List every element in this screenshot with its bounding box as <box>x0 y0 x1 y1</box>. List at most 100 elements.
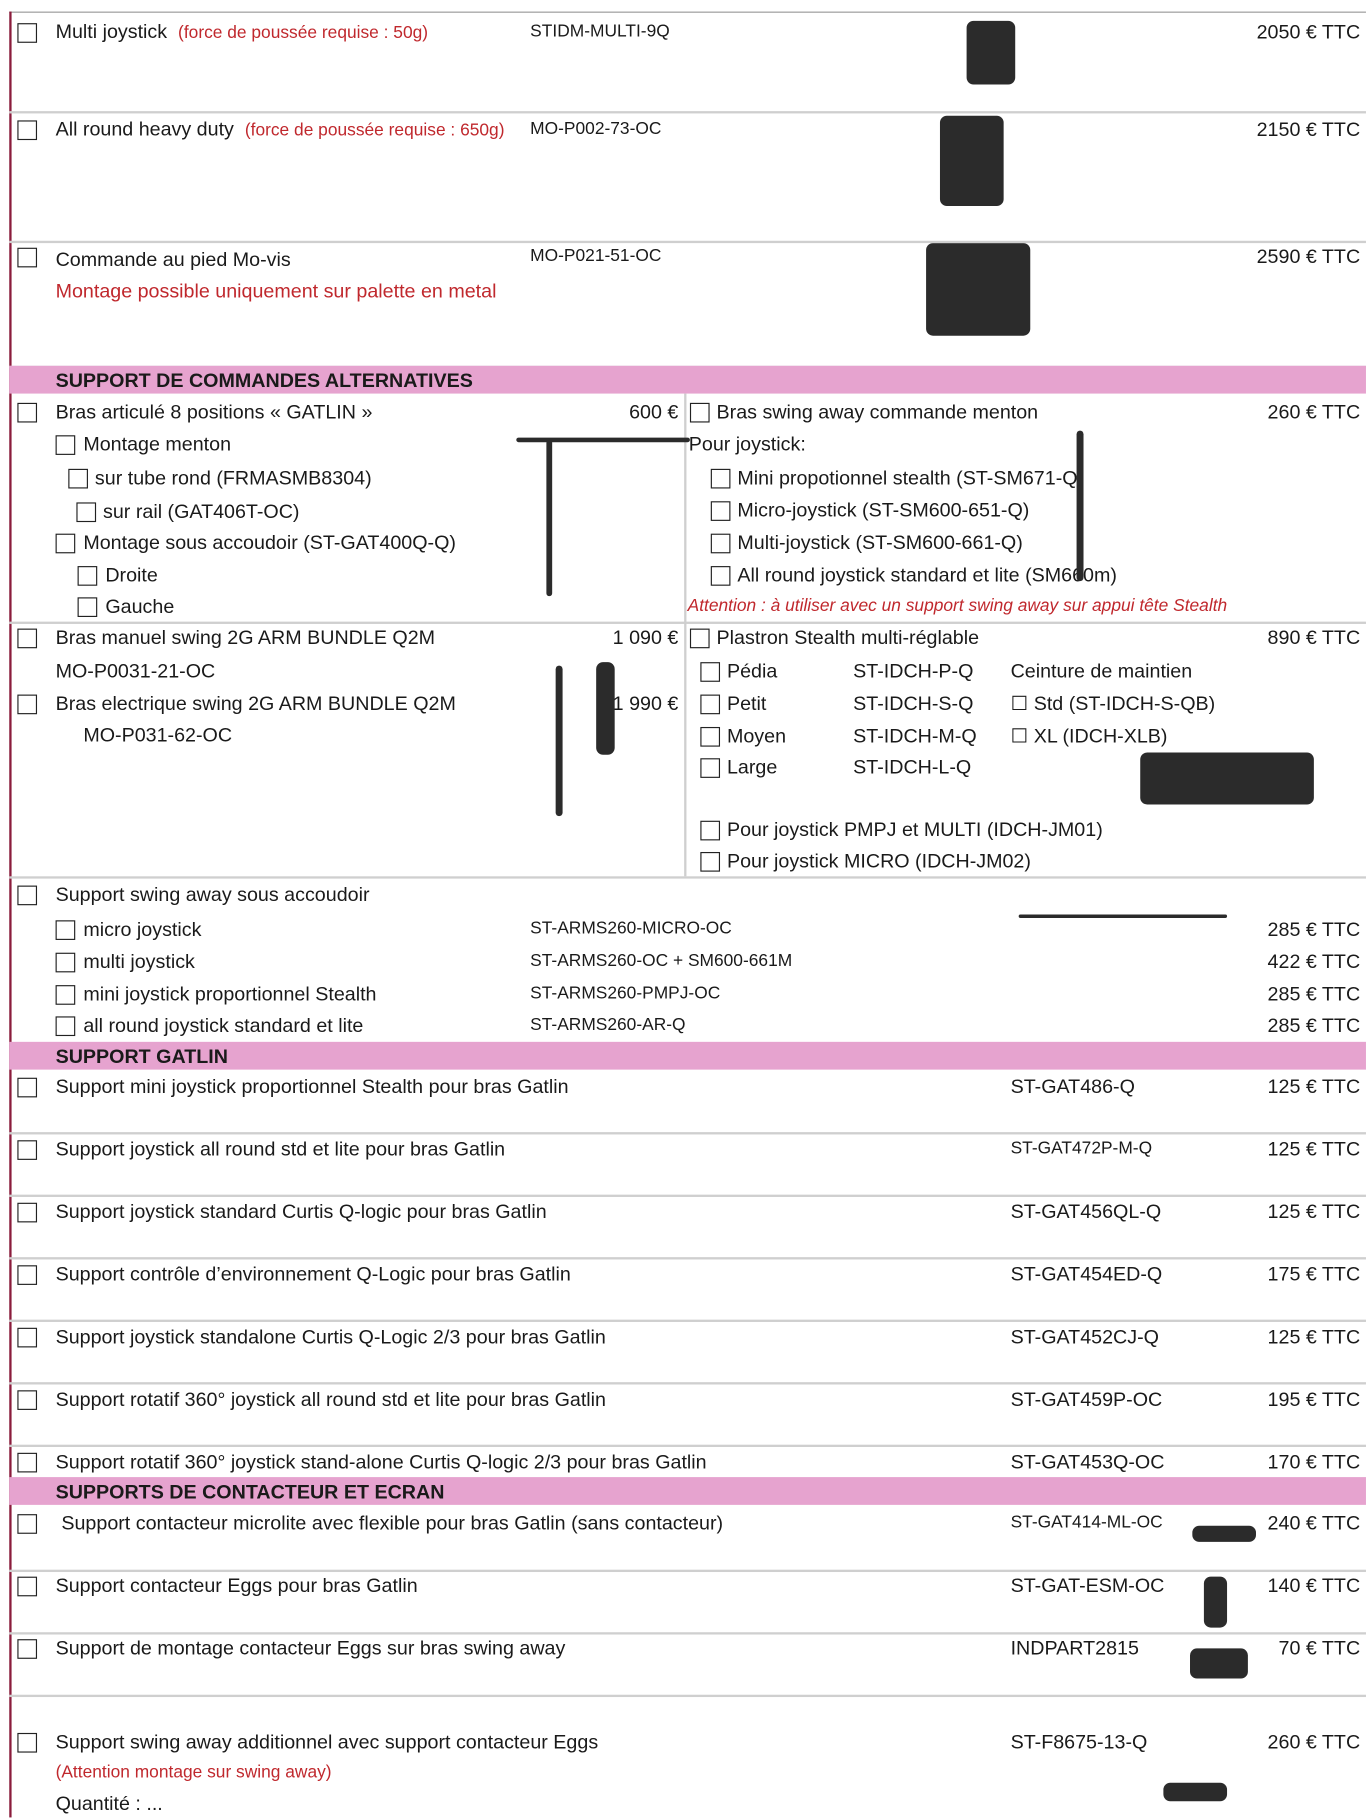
checkbox[interactable] <box>700 694 721 715</box>
checkbox[interactable] <box>76 502 97 523</box>
checkbox[interactable] <box>700 820 721 841</box>
checkbox[interactable] <box>55 533 76 554</box>
product-image <box>1018 914 1228 918</box>
top-border <box>9 11 1366 13</box>
item-ref: INDPART2815 <box>1010 1637 1139 1660</box>
item-ref: STIDM-MULTI-9Q <box>530 21 670 42</box>
item-ref: ST-IDCH-L-Q <box>853 756 972 779</box>
section-title: SUPPORT DE COMMANDES ALTERNATIVES <box>55 369 473 392</box>
quantity: Quantité : ... <box>55 1792 163 1815</box>
item-ref: ST-GAT486-Q <box>1010 1075 1135 1098</box>
item-ref: ST-ARMS260-AR-Q <box>530 1014 686 1035</box>
checkbox[interactable] <box>17 1576 38 1597</box>
checkbox[interactable] <box>17 694 38 715</box>
separator <box>9 1257 1366 1259</box>
section-header <box>9 1041 1366 1070</box>
checkbox[interactable] <box>17 1327 38 1348</box>
price: 125 € TTC <box>1267 1138 1361 1161</box>
price: 125 € TTC <box>1267 1200 1361 1223</box>
text: Support rotatif 360° joystick all round … <box>55 1388 607 1411</box>
price: 2590 € TTC <box>1256 245 1361 268</box>
checkbox[interactable] <box>17 120 38 141</box>
option: Droite <box>105 564 158 587</box>
checkbox[interactable] <box>689 628 710 649</box>
separator <box>9 1319 1366 1322</box>
checkbox[interactable] <box>17 1514 38 1534</box>
text: Support contacteur microlite avec flexib… <box>61 1512 724 1535</box>
item-note: Montage possible uniquement sur palette … <box>55 280 497 303</box>
product-image <box>1163 1782 1228 1802</box>
checkbox[interactable] <box>17 402 38 423</box>
item-name: Commande au pied Mo-vis Montage possible … <box>56 244 612 307</box>
checkbox[interactable] <box>17 1202 38 1223</box>
separator <box>9 1444 1366 1447</box>
price: 70 € TTC <box>1278 1637 1361 1660</box>
item-ref: ST-ARMS260-MICRO-OC <box>530 918 732 939</box>
checkbox[interactable] <box>55 1016 76 1037</box>
checkbox[interactable] <box>77 566 98 586</box>
price: 285 € TTC <box>1267 918 1361 941</box>
checkbox[interactable] <box>55 920 76 940</box>
item-ref: ST-ARMS260-OC + SM600-661M <box>530 951 793 971</box>
option: sur tube rond (FRMASMB8304) <box>94 466 372 489</box>
checkbox[interactable] <box>710 533 731 554</box>
checkbox[interactable] <box>55 985 76 1005</box>
warning: Attention : à utiliser avec un support s… <box>687 595 1228 616</box>
item-ref: ST-GAT472P-M-Q <box>1010 1138 1153 1159</box>
checkbox[interactable] <box>710 468 731 489</box>
item-ref: ST-IDCH-M-Q <box>853 725 977 748</box>
checkbox[interactable] <box>17 885 38 906</box>
item-ref: ST-GAT452CJ-Q <box>1010 1325 1159 1348</box>
product-image <box>926 243 1031 336</box>
product-image <box>546 439 553 597</box>
checkbox[interactable] <box>700 851 721 872</box>
option: multi joystick <box>83 950 195 973</box>
section-title: SUPPORT GATLIN <box>55 1045 228 1068</box>
option: sur rail (GAT406T-OC) <box>103 500 300 523</box>
left-border <box>9 11 12 1818</box>
checkbox[interactable] <box>710 501 731 521</box>
text: Bras manuel swing 2G ARM BUNDLE Q2M <box>55 626 436 649</box>
checkbox[interactable] <box>710 566 731 586</box>
section-header <box>9 1477 1366 1505</box>
checkbox[interactable] <box>17 628 38 649</box>
price: 125 € TTC <box>1267 1075 1361 1098</box>
text: Support contrôle d’environnement Q-Logic… <box>55 1263 571 1286</box>
checkbox[interactable] <box>17 23 38 43</box>
checkbox[interactable] <box>17 1452 38 1473</box>
item-ref: ST-GAT453Q-OC <box>1010 1450 1165 1473</box>
price: 2150 € TTC <box>1256 118 1361 141</box>
checkbox[interactable] <box>68 468 88 489</box>
checkbox[interactable] <box>55 952 76 973</box>
checkbox[interactable] <box>17 1390 38 1410</box>
checkbox[interactable] <box>17 1639 38 1659</box>
checkbox[interactable] <box>700 726 721 747</box>
item-name: Commande au pied Mo-vis <box>55 248 291 271</box>
product-image <box>555 665 563 817</box>
checkbox[interactable] <box>17 1077 38 1098</box>
item-ref: ST-IDCH-P-Q <box>853 660 974 683</box>
checkbox[interactable] <box>77 597 98 618</box>
checkbox[interactable] <box>17 1732 38 1753</box>
item-note: (force de poussée requise : 650g) <box>244 120 505 141</box>
product-image <box>516 437 690 443</box>
price: 195 € TTC <box>1267 1388 1361 1411</box>
product-image <box>1140 752 1314 805</box>
item-ref: ST-GAT454ED-Q <box>1010 1263 1163 1286</box>
separator <box>9 1382 1366 1384</box>
item-ref: ST-GAT456QL-Q <box>1010 1200 1162 1223</box>
checkbox[interactable] <box>17 247 38 268</box>
price: 240 € TTC <box>1267 1512 1361 1535</box>
price: 890 € TTC <box>1267 626 1361 649</box>
checkbox[interactable] <box>17 1265 38 1285</box>
checkbox[interactable] <box>700 758 721 778</box>
text: Ceinture de maintien <box>1010 660 1193 683</box>
checkbox[interactable] <box>55 435 76 455</box>
item-ref: ST-IDCH-S-Q <box>853 692 974 715</box>
option: Large <box>726 756 778 779</box>
checkbox[interactable] <box>17 1140 38 1160</box>
price: 600 € <box>629 400 679 423</box>
checkbox[interactable] <box>689 402 710 423</box>
price: 175 € TTC <box>1267 1263 1361 1286</box>
checkbox[interactable] <box>700 662 721 682</box>
